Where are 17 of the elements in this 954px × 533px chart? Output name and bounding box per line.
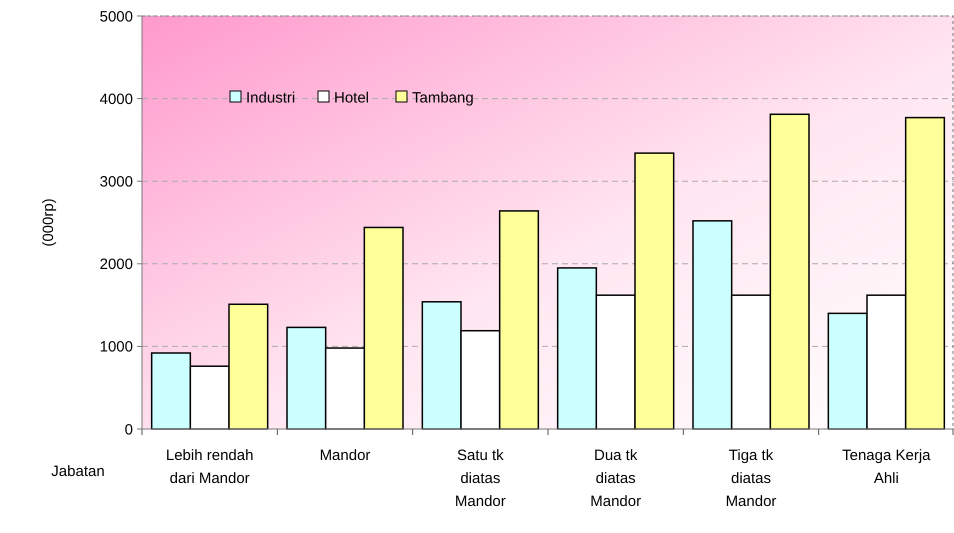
legend-label: Hotel — [334, 89, 370, 106]
y-tick-label: 3000 — [100, 173, 133, 190]
legend-label: Industri — [246, 89, 296, 106]
y-tick-label: 2000 — [100, 256, 133, 274]
x-tick-label: Dua tk diatas Mandor — [590, 447, 642, 510]
x-tick-label: Mandor — [320, 447, 370, 464]
y-axis-title: (000rp) — [40, 198, 57, 247]
x-tick-label: Tiga tk diatas Mandor — [726, 447, 776, 510]
y-tick-label: 5000 — [100, 8, 133, 26]
y-tick-label: 0 — [124, 421, 133, 438]
x-tick-label: Satu tk diatas Mandor — [454, 447, 506, 510]
x-tick-label: Tenaga Kerja Ahli — [842, 447, 932, 487]
legend-label: Tambang — [412, 89, 474, 106]
y-tick-label: 1000 — [100, 338, 133, 356]
x-tick-label: Lebih rendah dari Mandor — [166, 447, 254, 487]
x-axis-title: Jabatan — [51, 463, 105, 480]
y-tick-label: 4000 — [100, 90, 133, 108]
